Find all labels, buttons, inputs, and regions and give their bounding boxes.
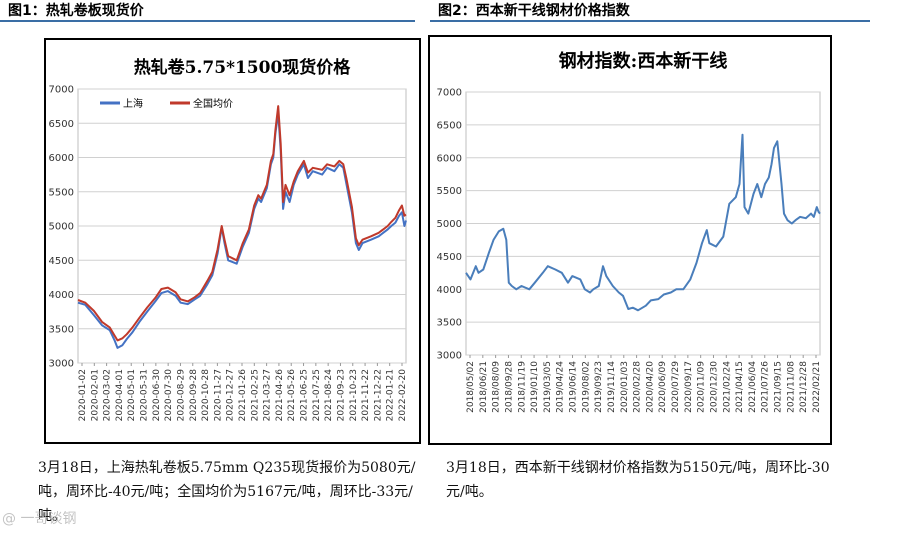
x-tick-label: 2020/09/17 <box>684 361 694 413</box>
x-tick-label: 2018/08/09 <box>492 361 502 413</box>
series-line-1 <box>77 105 407 342</box>
y-tick-label: 4000 <box>437 285 462 296</box>
x-tick-label: 2020-08-29 <box>176 369 186 422</box>
x-tick-label: 2020/02/28 <box>633 361 643 413</box>
x-tick-label: 2021-11-22 <box>361 369 371 421</box>
series-line-index <box>465 133 821 312</box>
y-tick-label: 3500 <box>437 318 462 329</box>
figure-2-title-rule <box>430 20 870 22</box>
x-tick-label: 2020-10-28 <box>201 369 211 422</box>
y-tick-label: 3000 <box>49 359 74 370</box>
x-tick-label: 2020-11-27 <box>213 369 223 421</box>
x-tick-label: 2022-02-20 <box>398 369 408 422</box>
legend-label: 上海 <box>123 97 143 110</box>
x-tick-label: 2021-09-23 <box>336 369 346 421</box>
x-tick-label: 2020/04/20 <box>645 361 655 413</box>
x-tick-label: 2021/02/24 <box>722 361 732 413</box>
x-tick-label: 2019/01/10 <box>530 361 540 413</box>
y-tick-label: 5500 <box>49 187 74 198</box>
y-tick-label: 6500 <box>437 120 462 131</box>
y-tick-label: 6500 <box>49 119 74 130</box>
x-tick-label: 2018/05/02 <box>466 361 476 413</box>
x-tick-label: 2018/06/21 <box>479 361 489 413</box>
x-tick-label: 2021/12/28 <box>799 361 809 413</box>
x-tick-label: 2020-07-30 <box>164 369 174 422</box>
x-tick-label: 2020-05-01 <box>127 369 137 421</box>
y-tick-label: 4500 <box>49 256 74 267</box>
y-tick-label: 4500 <box>437 252 462 263</box>
x-tick-label: 2021-08-24 <box>324 369 334 422</box>
chart-title: 热轧卷5.75*1500现货价格 <box>134 57 352 78</box>
y-tick-label: 5500 <box>437 186 462 197</box>
x-tick-label: 2021/04/15 <box>735 361 745 413</box>
x-tick-label: 2020/12/30 <box>709 361 719 413</box>
x-tick-label: 2021-02-25 <box>250 369 260 421</box>
series-line-0 <box>77 112 407 349</box>
chart-title: 钢材指数:西本新干线 <box>559 50 728 72</box>
caption-left: 3月18日，上海热轧卷板5.75mm Q235现货报价为5080元/吨，周环比-… <box>38 460 416 524</box>
y-tick-label: 4000 <box>49 290 74 301</box>
x-tick-label: 2021-05-26 <box>287 369 297 422</box>
x-tick-label: 2019/09/23 <box>594 361 604 413</box>
x-tick-label: 2021/07/26 <box>761 361 771 413</box>
y-tick-label: 7000 <box>437 88 462 99</box>
x-tick-label: 2020-09-28 <box>189 369 199 422</box>
x-tick-label: 2019/08/02 <box>581 361 591 413</box>
x-tick-label: 2020/06/09 <box>658 361 668 413</box>
watermark: @ 一哥谈钢 <box>2 511 77 527</box>
y-tick-label: 3000 <box>437 351 462 362</box>
hot-rolled-coil-price-chart: 热轧卷5.75*1500现货价格 3000 3500 4000 4500 5000 5500… <box>49 57 408 422</box>
x-tick-label: 2019/04/24 <box>556 361 566 413</box>
y-tick-label: 5000 <box>437 219 462 230</box>
x-tick-label: 2018/11/19 <box>517 361 527 413</box>
y-tick-label: 3500 <box>49 324 74 335</box>
y-tick-label: 6000 <box>437 153 462 164</box>
figure-1-title-rule <box>0 20 415 22</box>
x-tick-label: 2022/02/21 <box>812 361 822 413</box>
x-tick-label: 2020-06-30 <box>152 369 162 422</box>
x-tick-label: 2021-03-27 <box>263 369 273 421</box>
x-tick-label: 2021-07-25 <box>312 369 322 421</box>
x-tick-label: 2020-05-31 <box>140 369 150 421</box>
steel-index-chart: 钢材指数:西本新干线 3000 3500 4000 4500 5000 5500 6000 65… <box>437 50 822 413</box>
x-tick-label: 2020-02-01 <box>90 369 100 421</box>
chart-panel-right: 钢材指数:西本新干线 3000 3500 4000 4500 5000 5500 6000 65… <box>428 35 832 445</box>
y-tick-label: 5000 <box>49 222 74 233</box>
legend-label: 全国均价 <box>193 97 233 110</box>
x-tick-label: 2021/06/04 <box>748 361 758 413</box>
x-tick-label: 2020/01/03 <box>620 361 630 413</box>
x-tick-label: 2019/11/14 <box>607 361 617 413</box>
x-tick-label: 2020/11/09 <box>697 361 707 413</box>
x-tick-label: 2020-03-02 <box>103 369 113 421</box>
figure-1-title: 图1：热轧卷板现货价 <box>8 3 144 19</box>
x-tick-label: 2018/09/28 <box>504 361 514 413</box>
x-tick-label: 2020-04-01 <box>115 369 125 421</box>
x-tick-label: 2019/06/14 <box>569 361 579 413</box>
x-tick-label: 2021/09/15 <box>774 361 784 413</box>
x-tick-label: 2019/03/05 <box>543 361 553 413</box>
x-tick-label: 2020-12-27 <box>226 369 236 421</box>
x-tick-label: 2021-12-22 <box>373 369 383 421</box>
x-tick-label: 2021-10-23 <box>349 369 359 421</box>
chart-panel-left: 热轧卷5.75*1500现货价格 3000 3500 4000 4500 5000 5500… <box>44 38 421 444</box>
y-tick-label: 7000 <box>49 85 74 96</box>
y-tick-label: 6000 <box>49 153 74 164</box>
x-tick-label: 2021/11/08 <box>786 361 796 413</box>
x-tick-label: 2021-04-26 <box>275 369 285 422</box>
x-tick-label: 2021-01-26 <box>238 369 248 422</box>
x-tick-label: 2022-01-21 <box>386 369 396 421</box>
caption-right: 3月18日，西本新干线钢材价格指数为5150元/吨，周环比-30元/吨。 <box>446 460 830 500</box>
x-tick-label: 2021-06-25 <box>300 369 310 421</box>
figure-2-title: 图2：西本新干线钢材价格指数 <box>438 3 630 19</box>
x-tick-label: 2020-01-02 <box>78 369 88 421</box>
x-tick-label: 2020/07/29 <box>671 361 681 413</box>
